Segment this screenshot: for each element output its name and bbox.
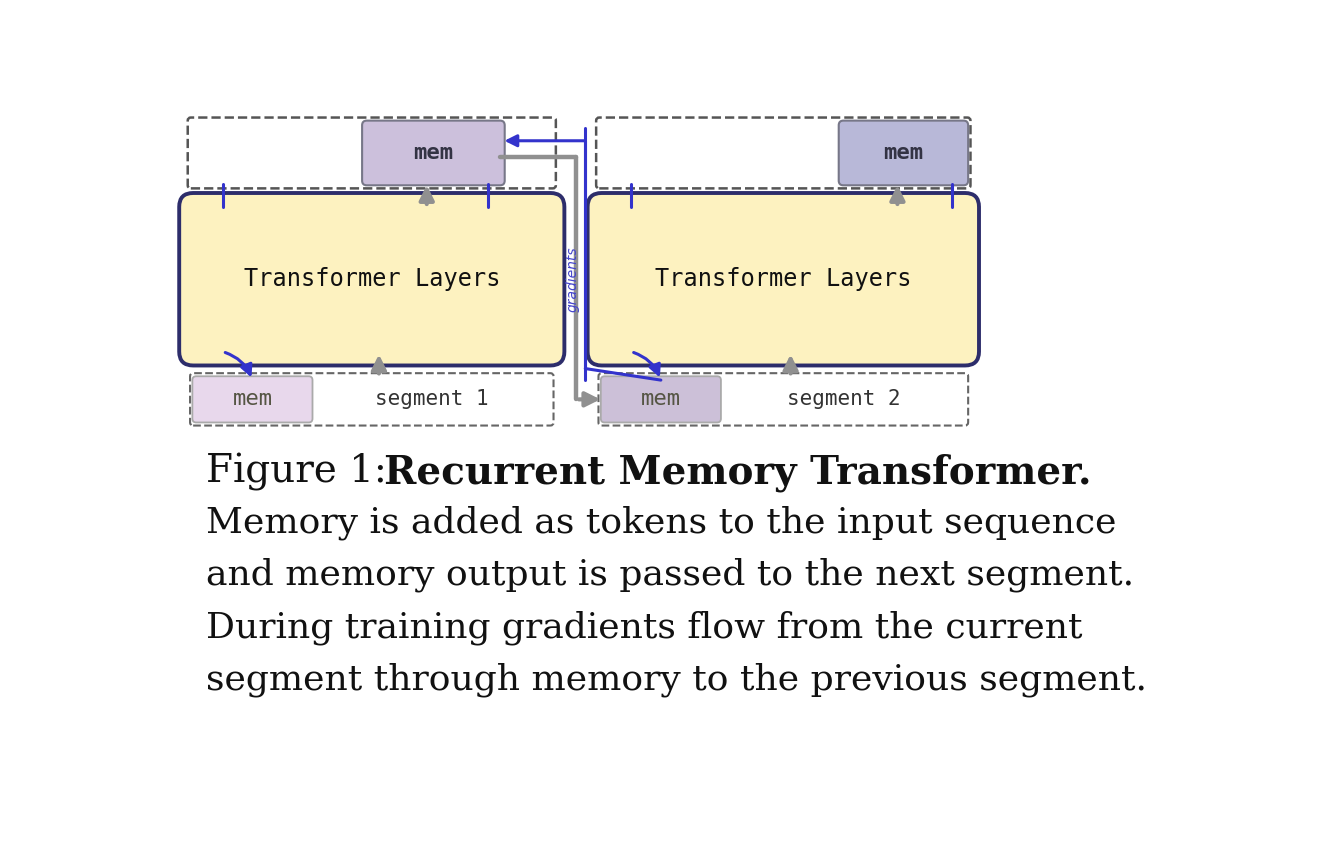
Text: gradients: gradients (564, 246, 579, 312)
Text: Transformer Layers: Transformer Layers (243, 267, 500, 291)
Text: mem: mem (414, 143, 453, 163)
Text: mem: mem (883, 143, 924, 163)
FancyBboxPatch shape (600, 376, 720, 422)
Text: segment through memory to the previous segment.: segment through memory to the previous s… (205, 663, 1146, 697)
Text: Transformer Layers: Transformer Layers (656, 267, 912, 291)
Text: segment 1: segment 1 (375, 390, 489, 410)
Text: mem: mem (641, 390, 681, 410)
FancyBboxPatch shape (587, 193, 980, 365)
FancyBboxPatch shape (180, 193, 564, 365)
Text: Recurrent Memory Transformer.: Recurrent Memory Transformer. (383, 454, 1091, 492)
Text: Memory is added as tokens to the input sequence: Memory is added as tokens to the input s… (205, 505, 1116, 540)
FancyBboxPatch shape (362, 121, 505, 185)
Text: and memory output is passed to the next segment.: and memory output is passed to the next … (205, 558, 1134, 593)
Text: mem: mem (233, 390, 272, 410)
Text: Figure 1:: Figure 1: (205, 454, 411, 492)
Text: segment 2: segment 2 (787, 390, 900, 410)
FancyBboxPatch shape (193, 376, 312, 422)
FancyBboxPatch shape (838, 121, 968, 185)
Text: During training gradients flow from the current: During training gradients flow from the … (205, 610, 1081, 645)
